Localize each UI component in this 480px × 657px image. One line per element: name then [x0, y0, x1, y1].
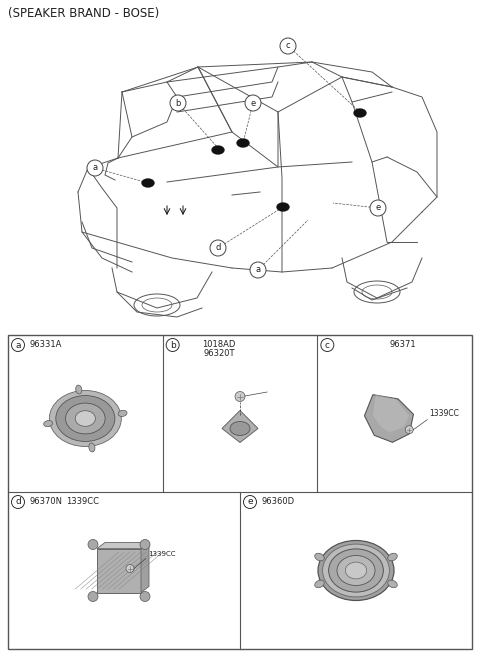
- Circle shape: [210, 240, 226, 256]
- Ellipse shape: [329, 549, 384, 592]
- Text: c: c: [325, 340, 330, 350]
- Text: 1339CC: 1339CC: [429, 409, 459, 418]
- Polygon shape: [97, 549, 141, 593]
- Circle shape: [140, 539, 150, 549]
- Text: e: e: [375, 204, 381, 212]
- Polygon shape: [373, 395, 409, 432]
- Text: 96331A: 96331A: [30, 340, 62, 349]
- Text: b: b: [170, 340, 176, 350]
- Ellipse shape: [318, 541, 394, 600]
- Circle shape: [405, 426, 413, 434]
- Circle shape: [126, 564, 134, 572]
- Circle shape: [88, 539, 98, 549]
- Text: 1018AD: 1018AD: [202, 340, 235, 349]
- Ellipse shape: [49, 390, 121, 447]
- Ellipse shape: [44, 420, 53, 426]
- Ellipse shape: [353, 108, 367, 118]
- Ellipse shape: [66, 403, 105, 434]
- Text: 1339CC: 1339CC: [66, 497, 99, 506]
- Polygon shape: [97, 543, 149, 549]
- Text: a: a: [255, 265, 261, 275]
- Text: b: b: [175, 99, 180, 108]
- Ellipse shape: [323, 544, 389, 597]
- Circle shape: [235, 392, 245, 401]
- Ellipse shape: [118, 411, 127, 417]
- Text: a: a: [15, 340, 21, 350]
- Ellipse shape: [346, 562, 367, 579]
- Ellipse shape: [237, 139, 250, 148]
- Text: 96370N: 96370N: [30, 497, 63, 506]
- Ellipse shape: [388, 553, 397, 561]
- Text: 96371: 96371: [390, 340, 416, 349]
- Text: (SPEAKER BRAND - BOSE): (SPEAKER BRAND - BOSE): [8, 7, 159, 20]
- Ellipse shape: [388, 580, 397, 588]
- Circle shape: [170, 95, 186, 111]
- Circle shape: [88, 591, 98, 602]
- Circle shape: [87, 160, 103, 176]
- Bar: [8, 335, 472, 649]
- Text: c: c: [286, 41, 290, 51]
- Text: a: a: [93, 164, 97, 173]
- Polygon shape: [222, 411, 258, 443]
- Text: 96320T: 96320T: [204, 349, 235, 358]
- Ellipse shape: [212, 145, 225, 154]
- Ellipse shape: [56, 396, 115, 442]
- Ellipse shape: [89, 443, 95, 452]
- Ellipse shape: [142, 179, 155, 187]
- Ellipse shape: [230, 422, 250, 436]
- Ellipse shape: [76, 385, 82, 394]
- Circle shape: [370, 200, 386, 216]
- Circle shape: [245, 95, 261, 111]
- Circle shape: [140, 591, 150, 602]
- Ellipse shape: [75, 411, 96, 426]
- Polygon shape: [364, 395, 413, 442]
- Text: d: d: [216, 244, 221, 252]
- Text: e: e: [247, 497, 253, 507]
- Text: 96360D: 96360D: [262, 497, 295, 506]
- Text: e: e: [251, 99, 256, 108]
- Ellipse shape: [315, 553, 324, 561]
- Polygon shape: [141, 543, 149, 593]
- Ellipse shape: [337, 556, 375, 585]
- Text: 1339CC: 1339CC: [148, 551, 176, 558]
- Circle shape: [280, 38, 296, 54]
- Circle shape: [250, 262, 266, 278]
- Ellipse shape: [276, 202, 289, 212]
- Text: d: d: [15, 497, 21, 507]
- Ellipse shape: [315, 580, 324, 588]
